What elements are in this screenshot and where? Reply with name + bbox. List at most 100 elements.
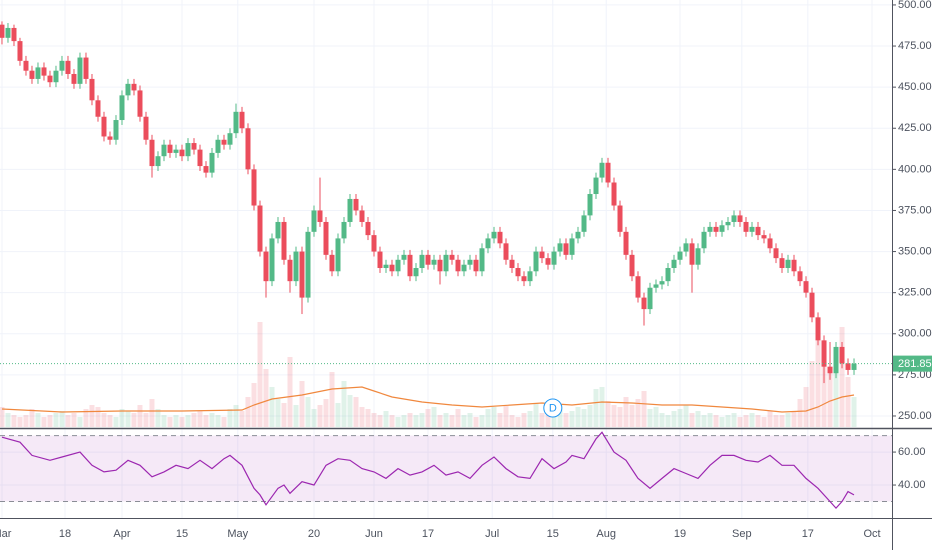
volume-bar: [227, 409, 233, 427]
volume-bar: [575, 407, 581, 427]
volume-bar: [281, 403, 287, 427]
rsi-y-tick-label: 40.00: [898, 479, 926, 491]
y-tick-label: 400.00: [898, 163, 932, 175]
candle-body: [125, 83, 131, 96]
candle-body: [647, 287, 653, 310]
volume-bar: [521, 413, 527, 427]
candle-body: [305, 231, 311, 298]
volume-bar: [293, 405, 299, 427]
candle-body: [677, 251, 683, 260]
volume-bar: [95, 407, 101, 427]
candle-body: [257, 205, 263, 252]
candle-body: [167, 144, 173, 153]
candle-body: [743, 221, 749, 232]
candle-body: [509, 259, 515, 269]
candle-body: [41, 67, 47, 76]
volume-bar: [551, 409, 557, 427]
candle-body: [539, 251, 545, 259]
volume-bar: [845, 377, 851, 427]
candle-body: [197, 149, 203, 167]
candle-body: [797, 271, 803, 282]
volume-bar: [467, 413, 473, 427]
candle-body: [731, 215, 737, 222]
candle-body: [179, 149, 185, 157]
volume-bar: [641, 391, 647, 427]
volume-bar: [143, 413, 149, 427]
candle-body: [203, 166, 209, 173]
volume-bar: [263, 369, 269, 427]
candle-body: [497, 231, 503, 244]
candle-body: [383, 264, 389, 269]
y-tick-label: 425.00: [898, 122, 932, 134]
candle-body: [335, 238, 341, 272]
candle-body: [575, 231, 581, 239]
volume-bar: [137, 405, 143, 427]
volume-bar: [719, 417, 725, 427]
volume-bar: [545, 415, 551, 427]
candle-body: [707, 226, 713, 232]
candle-body: [95, 100, 101, 117]
volume-bar: [617, 407, 623, 427]
volume-bar: [275, 399, 281, 427]
x-tick-label: 18: [59, 528, 71, 540]
candle-body: [833, 346, 839, 374]
volume-bar: [665, 415, 671, 427]
y-tick-label: 275.00: [898, 369, 932, 381]
candle-body: [245, 128, 251, 170]
volume-bar: [677, 409, 683, 427]
volume-bar: [365, 409, 371, 427]
candle-body: [581, 215, 587, 232]
candle-body: [611, 182, 617, 206]
candle-body: [155, 156, 161, 167]
volume-bar: [437, 415, 443, 427]
volume-bar: [329, 372, 335, 427]
candle-body: [281, 221, 287, 260]
volume-bar: [839, 327, 845, 427]
candle-body: [815, 317, 821, 341]
candle-body: [71, 73, 77, 84]
candle-body: [809, 292, 815, 318]
volume-ma-line: [1, 386, 855, 413]
volume-bar: [779, 415, 785, 427]
volume-bar: [629, 405, 635, 427]
volume-bar: [191, 413, 197, 427]
candle-body: [413, 268, 419, 277]
x-tick-label: May: [227, 528, 248, 540]
candle-body: [821, 340, 827, 367]
candle-body: [605, 162, 611, 183]
volume-bar: [35, 413, 41, 427]
candle-body: [671, 259, 677, 269]
volume-bar: [53, 413, 59, 427]
volume-bar: [245, 397, 251, 427]
volume-bar: [377, 415, 383, 427]
volume-bar: [749, 413, 755, 427]
volume-layer: [0, 322, 857, 427]
volume-bar: [569, 411, 575, 427]
volume-bar: [311, 409, 317, 427]
volume-bar: [707, 413, 713, 427]
volume-bar: [497, 413, 503, 427]
rsi-line: [1, 431, 855, 509]
volume-bar: [209, 413, 215, 427]
volume-bar: [683, 405, 689, 427]
candle-body: [191, 143, 197, 150]
candle-body: [161, 144, 167, 157]
y-tick-label: 500.00: [898, 0, 932, 11]
candle-body: [0, 24, 5, 38]
candle-body: [233, 111, 239, 134]
volume-bar: [479, 415, 485, 427]
volume-bar: [761, 417, 767, 427]
x-tick-label: Apr: [113, 528, 130, 540]
volume-bar: [113, 417, 119, 427]
candle-body: [419, 254, 425, 269]
y-tick-label: 350.00: [898, 245, 932, 257]
volume-bar: [167, 417, 173, 427]
candle-body: [365, 221, 371, 236]
volume-bar: [413, 415, 419, 427]
volume-bar: [83, 409, 89, 427]
candle-body: [803, 281, 809, 293]
volume-bar: [149, 399, 155, 427]
volume-bar: [215, 415, 221, 427]
volume-bar: [5, 413, 11, 427]
x-tick-label: 17: [802, 528, 814, 540]
